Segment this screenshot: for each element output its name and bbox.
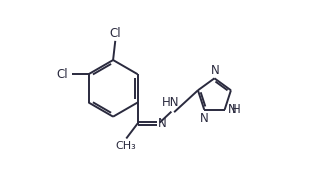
Text: HN: HN xyxy=(162,96,180,109)
Text: N: N xyxy=(199,112,208,125)
Text: N: N xyxy=(228,103,237,116)
Text: Cl: Cl xyxy=(57,68,69,81)
Text: Cl: Cl xyxy=(110,27,121,40)
Text: N: N xyxy=(158,117,167,130)
Text: CH₃: CH₃ xyxy=(115,141,136,151)
Text: H: H xyxy=(232,103,240,116)
Text: N: N xyxy=(211,64,220,77)
